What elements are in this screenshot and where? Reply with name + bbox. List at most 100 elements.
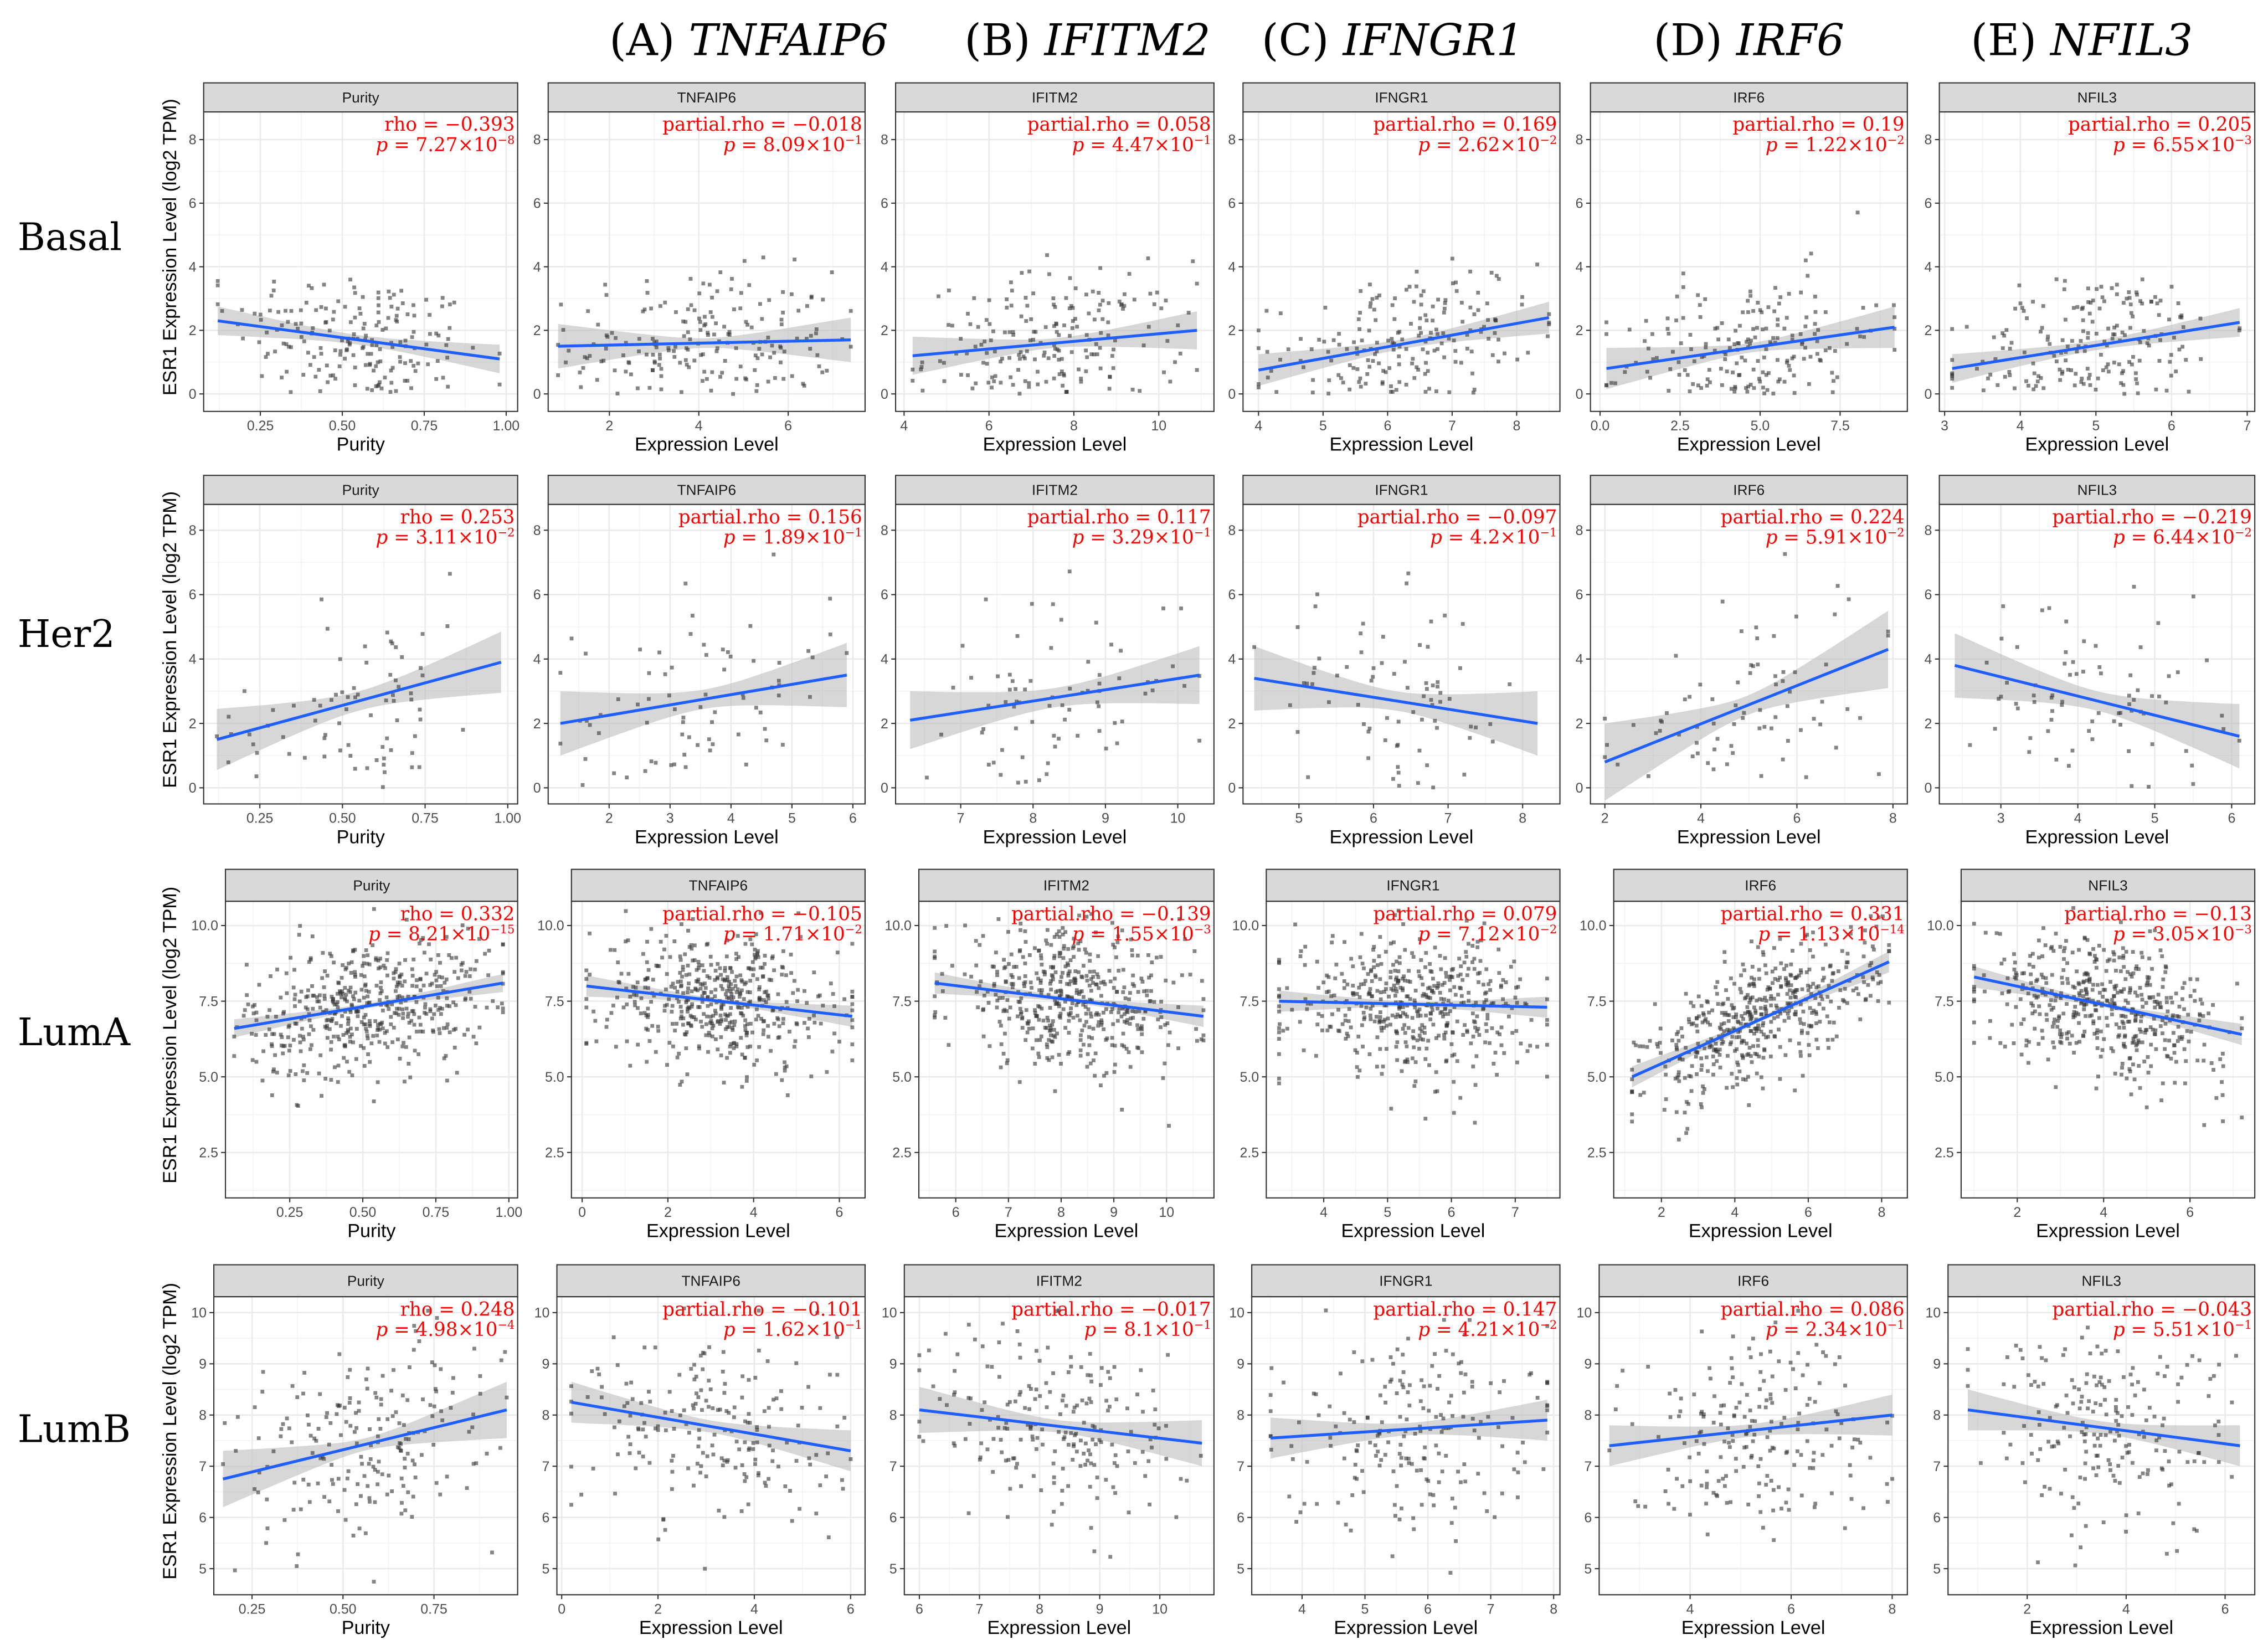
data-point — [1059, 993, 1063, 996]
data-point — [1043, 1025, 1047, 1030]
data-point — [1453, 349, 1458, 353]
data-point — [1496, 359, 1500, 364]
data-point — [978, 984, 981, 988]
data-point — [2052, 353, 2056, 358]
data-point — [2164, 388, 2169, 393]
data-point — [418, 988, 423, 993]
data-point — [1442, 355, 1447, 359]
data-point — [2169, 1056, 2173, 1061]
data-point — [704, 653, 708, 657]
data-point — [1074, 1003, 1079, 1008]
data-point — [734, 377, 739, 381]
data-point — [626, 938, 630, 943]
p-label: p — [1430, 527, 1442, 549]
data-point — [259, 318, 263, 322]
data-point — [728, 966, 733, 970]
data-point — [1067, 969, 1072, 974]
y-tick-label: 6 — [1576, 196, 1583, 211]
data-point — [1838, 988, 1843, 993]
data-point — [1381, 369, 1386, 373]
data-point — [1039, 953, 1043, 958]
data-point — [1799, 1053, 1803, 1058]
data-point — [2147, 785, 2151, 789]
data-point — [777, 1035, 781, 1039]
data-point — [364, 660, 369, 665]
data-point — [985, 351, 989, 355]
data-point — [713, 1011, 718, 1016]
data-point — [1654, 731, 1658, 736]
data-point — [758, 965, 763, 970]
data-point — [1066, 947, 1071, 951]
data-point — [1876, 915, 1881, 919]
y-tick-label: 0 — [189, 387, 197, 402]
data-point — [725, 989, 729, 993]
data-point — [654, 1050, 658, 1054]
data-point — [632, 1000, 637, 1004]
data-point — [675, 989, 680, 994]
x-tick-label: 4 — [2100, 1205, 2107, 1220]
data-point — [264, 355, 268, 359]
data-point — [1016, 1014, 1020, 1019]
data-point — [1423, 1057, 1428, 1061]
data-point — [1044, 379, 1048, 384]
data-point — [1715, 326, 1720, 330]
data-point — [1713, 326, 1717, 331]
data-point — [452, 1045, 457, 1050]
data-point — [652, 340, 656, 345]
data-point — [690, 1002, 695, 1006]
data-point — [389, 748, 393, 752]
data-point — [446, 337, 450, 341]
stat-annotation-p: p = 7.12×10−2 — [1418, 923, 1557, 945]
y-tick-label: 10.0 — [1580, 918, 1607, 934]
data-point — [2156, 1002, 2160, 1006]
y-tick-label: 4 — [533, 651, 541, 667]
data-point — [301, 1037, 306, 1042]
data-point — [1676, 1138, 1681, 1142]
data-point — [2181, 325, 2185, 329]
data-point — [729, 982, 733, 986]
data-point — [1782, 326, 1787, 331]
data-point — [1699, 386, 1704, 390]
data-point — [1779, 961, 1783, 965]
data-point — [1072, 977, 1076, 981]
data-point — [1469, 1041, 1473, 1046]
data-point — [1793, 976, 1798, 980]
data-point — [1685, 373, 1690, 377]
data-point — [1370, 979, 1374, 983]
data-point — [1155, 290, 1159, 295]
data-point — [660, 955, 664, 960]
data-point — [1792, 391, 1797, 395]
data-point — [1773, 341, 1777, 345]
data-point — [987, 298, 991, 302]
data-point — [1317, 337, 1321, 342]
data-point — [471, 346, 475, 350]
data-point — [1755, 1029, 1759, 1034]
data-point — [352, 332, 356, 336]
data-point — [605, 335, 610, 339]
data-point — [1777, 301, 1781, 306]
data-point — [1371, 675, 1375, 679]
data-point — [1720, 1002, 1725, 1006]
data-point — [1037, 1017, 1041, 1022]
data-point — [686, 1006, 690, 1011]
data-point — [1605, 743, 1609, 747]
stat-annotation-p: p = 1.71×10−2 — [723, 923, 862, 945]
data-point — [740, 1052, 744, 1057]
data-point — [1433, 945, 1437, 950]
data-point — [1975, 367, 1979, 371]
data-point — [1342, 979, 1346, 983]
data-point — [1194, 1027, 1198, 1031]
data-point — [1410, 951, 1415, 955]
data-point — [762, 998, 766, 1002]
data-point — [1097, 704, 1101, 708]
data-point — [1076, 733, 1080, 738]
panel-border — [547, 111, 866, 412]
data-point — [1473, 1083, 1478, 1087]
data-point — [1086, 1052, 1090, 1056]
data-point — [330, 698, 333, 702]
x-tick-label: 10 — [1151, 418, 1166, 434]
data-point — [1025, 349, 1029, 353]
data-point — [1855, 210, 1860, 215]
data-point — [372, 368, 376, 373]
data-point — [1077, 992, 1081, 996]
